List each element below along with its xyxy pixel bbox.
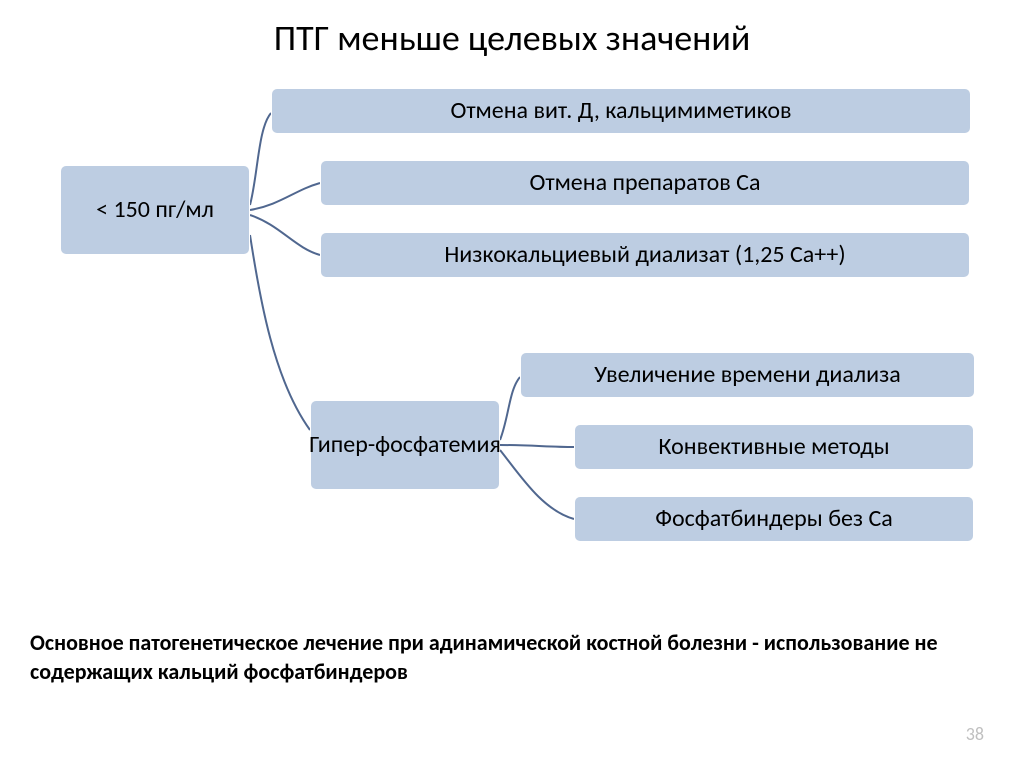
node-label-line: < 150 пг/мл xyxy=(96,194,214,225)
tree-node-a2: Отмена препаратов Са xyxy=(320,160,970,206)
connector-edge xyxy=(500,445,574,447)
footer-note: Основное патогенетическое лечение при ад… xyxy=(30,628,994,687)
node-label-line: Отмена препаратов Са xyxy=(530,167,761,198)
tree-node-b3: Фосфатбиндеры без Са xyxy=(574,496,974,542)
tree-node-a3: Низкокальциевый диализат (1,25 Са++) xyxy=(320,232,970,278)
connector-edge xyxy=(250,113,271,205)
tree-node-b2: Конвективные методы xyxy=(574,424,974,470)
node-label-line: Отмена вит. Д, кальцимиметиков xyxy=(450,95,791,126)
slide-title: ПТГ меньше целевых значений xyxy=(0,16,1024,60)
connector-edge xyxy=(500,450,574,519)
node-label-line: Увеличение времени диализа xyxy=(594,359,900,390)
tree-node-root: < 150 пг/мл xyxy=(60,165,250,255)
node-label-line: Фосфатбиндеры без Са xyxy=(655,503,893,534)
tree-node-b1: Увеличение времени диализа xyxy=(520,352,975,398)
connector-edge xyxy=(250,235,310,430)
node-label-line: Конвективные методы xyxy=(658,431,889,462)
node-label-line: фосфатемия xyxy=(375,429,501,460)
tree-node-hyp: Гипер-фосфатемия xyxy=(310,400,500,490)
tree-node-a1: Отмена вит. Д, кальцимиметиков xyxy=(271,88,971,134)
connector-edge xyxy=(250,215,320,255)
node-label-line: Гипер- xyxy=(309,429,375,460)
page-number: 38 xyxy=(966,723,984,745)
connector-edge xyxy=(500,377,520,440)
slide: ПТГ меньше целевых значений < 150 пг/мл О… xyxy=(0,0,1024,767)
connector-edge xyxy=(250,183,320,210)
node-label-line: Низкокальциевый диализат (1,25 Са++) xyxy=(444,239,845,270)
